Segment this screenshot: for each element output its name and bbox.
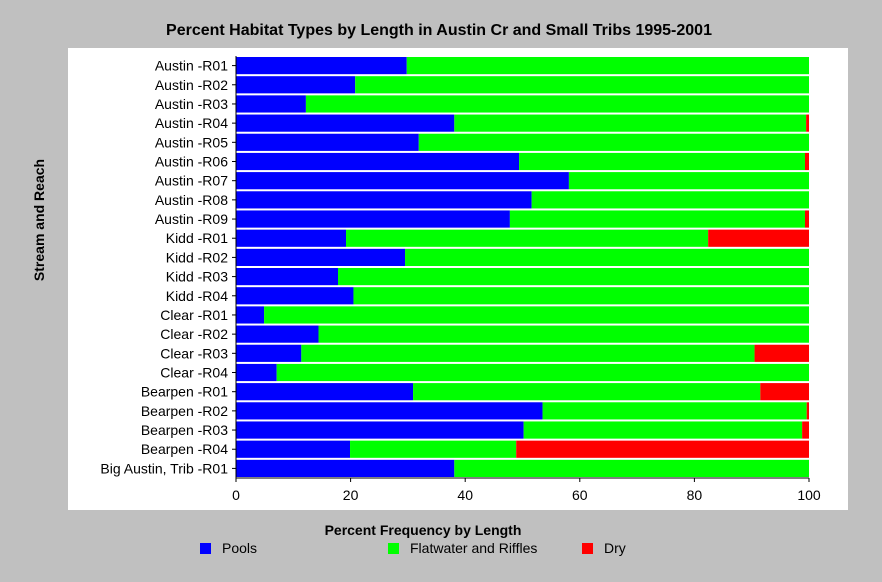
bar-segment [236, 402, 543, 420]
bar-segment [406, 57, 809, 75]
bar-segment [236, 191, 532, 209]
bar-segment [236, 440, 351, 458]
bars [236, 57, 810, 477]
bar-segment [353, 287, 809, 305]
bar-segment [236, 363, 277, 382]
bar-segment [350, 440, 517, 458]
y-tick-label: Austin -R03 [155, 96, 228, 112]
x-axis-title: Percent Frequency by Length [325, 522, 522, 538]
x-axis-tick-labels: 0 20 40 60 80 100 [232, 478, 821, 503]
bar-segment [337, 268, 809, 286]
legend-swatch [582, 543, 593, 554]
bar-segment [804, 152, 809, 171]
bar-segment [236, 268, 338, 286]
legend-label: Pools [222, 540, 257, 556]
y-tick-label: Austin -R04 [155, 115, 228, 131]
bar-segment [454, 459, 809, 477]
bar-segment [236, 287, 354, 305]
bar-segment [708, 229, 809, 247]
legend-item: Pools [200, 540, 257, 556]
bar-segment [236, 344, 302, 362]
bar-segment [516, 440, 809, 458]
y-tick-label: Kidd -R01 [166, 230, 228, 246]
x-tick-label: 100 [797, 487, 821, 503]
bar-segment [519, 152, 805, 171]
y-tick-label: Clear -R04 [160, 365, 228, 381]
bar-segment [236, 421, 524, 439]
y-tick-label: Big Austin, Trib -R01 [100, 460, 228, 476]
x-tick-label: 0 [232, 487, 240, 503]
x-tick-label: 60 [572, 487, 588, 503]
y-tick-label: Austin -R06 [155, 154, 228, 170]
bar-segment [236, 95, 306, 113]
bar-segment [236, 325, 319, 343]
y-tick-label: Clear -R01 [160, 307, 228, 323]
y-tick-label: Bearpen -R01 [141, 384, 228, 400]
y-tick-label: Austin -R02 [155, 77, 228, 93]
bar-segment [355, 76, 809, 94]
bar-segment [236, 383, 414, 401]
bar-segment [236, 210, 510, 228]
bar-segment [568, 172, 809, 190]
bar-segment [236, 114, 455, 132]
legend-item: Dry [582, 540, 626, 556]
y-tick-label: Kidd -R04 [166, 288, 228, 304]
y-axis-tick-labels: Austin -R01 Austin -R02 Austin -R03 Austin … [100, 58, 236, 476]
bar-segment [804, 210, 809, 228]
x-tick-label: 40 [457, 487, 473, 503]
legend-item: Flatwater and Riffles [388, 540, 537, 556]
y-tick-label: Austin -R01 [155, 58, 228, 74]
bar-segment [305, 95, 809, 113]
legend: Pools Flatwater and Riffles Dry [200, 540, 626, 556]
x-tick-label: 80 [687, 487, 703, 503]
bar-segment [236, 57, 407, 75]
chart-title: Percent Habitat Types by Length in Austi… [166, 22, 712, 39]
y-tick-label: Austin -R09 [155, 211, 228, 227]
bar-segment [760, 383, 809, 401]
y-tick-label: Clear -R03 [160, 345, 228, 361]
bar-segment [454, 114, 807, 132]
y-tick-label: Austin -R05 [155, 134, 228, 150]
bar-segment [509, 210, 805, 228]
x-tick-label: 20 [343, 487, 359, 503]
y-tick-label: Austin -R07 [155, 173, 228, 189]
bar-segment [276, 363, 810, 382]
bar-segment [418, 133, 809, 151]
bar-segment [318, 325, 809, 343]
bar-segment [523, 421, 803, 439]
bar-segment [413, 383, 761, 401]
bar-segment [236, 248, 406, 266]
bar-segment [236, 229, 347, 247]
bar-segment [542, 402, 807, 420]
y-tick-label: Bearpen -R04 [141, 441, 228, 457]
bar-segment [236, 172, 569, 190]
bar-segment [236, 152, 520, 171]
bar-segment [236, 76, 356, 94]
bar-segment [346, 229, 709, 247]
bar-segment [531, 191, 809, 209]
bar-segment [806, 114, 809, 132]
legend-swatch [200, 543, 211, 554]
bar-segment [405, 248, 809, 266]
y-tick-label: Kidd -R03 [166, 269, 228, 285]
bar-segment [236, 133, 419, 151]
bar-segment [754, 344, 809, 362]
bar-segment [236, 306, 265, 324]
bar-segment [236, 459, 455, 477]
legend-swatch [388, 543, 399, 554]
legend-label: Dry [604, 540, 626, 556]
y-tick-label: Bearpen -R02 [141, 403, 228, 419]
legend-label: Flatwater and Riffles [410, 540, 537, 556]
y-tick-label: Kidd -R02 [166, 249, 228, 265]
bar-segment [806, 402, 809, 420]
bar-segment [802, 421, 809, 439]
bar-segment [301, 344, 755, 362]
y-tick-label: Clear -R02 [160, 326, 228, 342]
y-tick-label: Austin -R08 [155, 192, 228, 208]
y-axis-title: Stream and Reach [31, 159, 47, 281]
bar-segment [264, 306, 809, 324]
y-tick-label: Bearpen -R03 [141, 422, 228, 438]
